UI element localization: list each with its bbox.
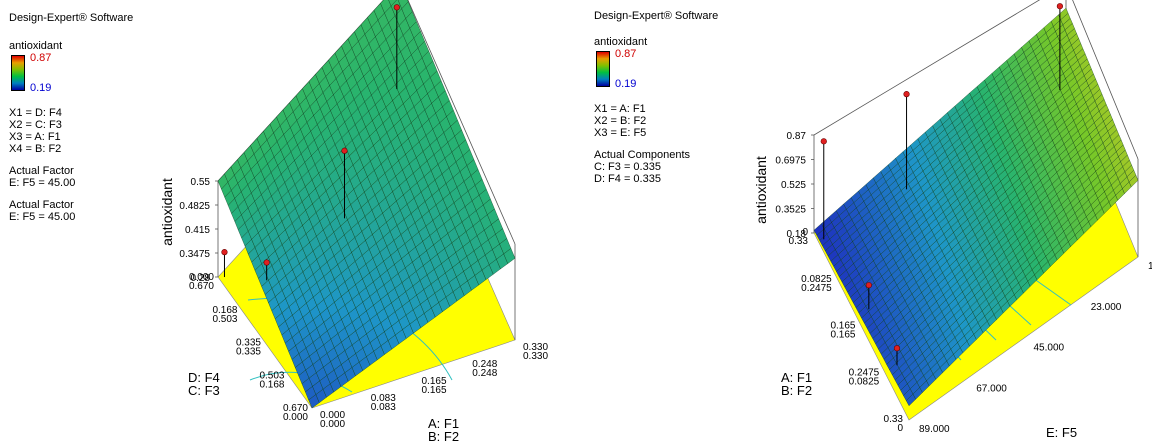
x-axis-label-top: A: F1 [781,370,812,385]
factor-line: X2 = B: F2 [594,115,647,127]
y-tick-label-bottom: 0.000 [283,412,308,423]
factor-line: X1 = D: F4 [9,107,62,119]
y-tick-label-top: 0.503 [259,370,284,381]
color-scale-bar: 0.87 0.19 [11,52,51,94]
y-axis-label-top: D: F4 [188,370,220,385]
x-tick-label-top: 0 [802,227,808,238]
y-tick-label-bottom: 0.335 [236,347,261,358]
response-name: antioxidant [594,36,648,48]
y-tick-label-top: 0.335 [236,338,261,349]
color-scale-min: 0.19 [615,78,637,90]
y-tick-label-top: 0.168 [212,305,237,316]
design-point [1056,3,1063,10]
z-tick-label: 0.3475 [179,249,210,260]
design-point [263,259,270,266]
x-tick-label-top: 0.330 [523,342,548,353]
x-tick-label-bottom: 0.165 [422,385,447,396]
design-point [393,4,400,11]
y-tick-label: 45.000 [1034,343,1065,354]
color-scale-bar: 0.87 0.19 [596,48,636,90]
design-point [865,282,872,289]
x-axis-label-bottom: B: F2 [781,383,812,398]
surface-cell [397,0,409,10]
x-tick-label-bottom: 0.2475 [801,283,832,294]
y-tick-label: 67.000 [976,383,1007,394]
factor-line: X2 = C: F3 [9,119,62,131]
z-tick-label: 0.28 [191,273,211,284]
x-tick-label-top: 0.248 [472,359,497,370]
right-chart-panel: Design-Expert® Software antioxidant 0.87… [576,0,1152,443]
surface-cell [380,0,392,14]
left-surface-plot: 0.55 0.4825 0.415 0.3475 0.28 antioxidant 0.33… [159,0,548,443]
box-edge [813,0,1139,160]
x-tick-label-bottom: 0.248 [472,368,497,379]
x-tick-label-top: 0.165 [422,376,447,387]
actual-component-value: D: F4 = 0.335 [594,173,661,185]
z-tick-label: 0.525 [781,180,806,191]
left-legend: Design-Expert® Software antioxidant 0.87… [9,12,133,223]
x-tick-label-bottom: 0.165 [830,330,855,341]
z-tick-label: 0.4825 [179,201,210,212]
y-tick-label-top: 0.670 [283,403,308,414]
x-tick-label-top: 0.083 [371,393,396,404]
z-tick-label: 0.18 [787,229,807,240]
z-axis-label: antioxidant [159,178,175,246]
design-point [341,147,348,154]
x-tick-label-top: 0.33 [884,414,904,425]
y-tick-label-bottom: 0.503 [212,314,237,325]
x-tick-label-top: 0.000 [320,410,345,421]
y-tick-label: 1.000 [1148,261,1152,272]
z-axis-label: antioxidant [753,156,769,224]
response-name: antioxidant [9,40,63,52]
software-title: Design-Expert® Software [9,12,134,24]
x-axis-label-bottom: B: F2 [428,429,459,443]
y-tick-label: 23.000 [1091,302,1122,313]
y-axis-label: E: F5 [1046,425,1077,440]
actual-factor-title: Actual Factor [9,165,74,177]
left-chart-panel: Design-Expert® Software antioxidant 0.87… [9,0,548,443]
z-tick-label: 0.6975 [775,156,806,167]
x-tick-label-bottom: 0.0825 [849,376,880,387]
z-tick-label: 0.415 [185,225,210,236]
actual-factor-title: Actual Factor [9,199,74,211]
software-title: Design-Expert® Software [594,10,719,22]
design-point [221,249,228,256]
actual-factor-value: E: F5 = 45.00 [9,177,76,189]
x-tick-label-bottom: 0.330 [523,351,548,362]
actual-components-title: Actual Components [594,149,690,161]
z-tick-label: 0.3525 [775,205,806,216]
y-tick-label: 89.000 [919,424,950,435]
factor-line: X3 = E: F5 [594,127,647,139]
factor-line: X3 = A: F1 [9,131,61,143]
color-scale-min: 0.19 [30,82,52,94]
actual-factor-value: E: F5 = 45.00 [9,211,76,223]
y-tick-label-bottom: 0.168 [259,379,284,390]
right-surface-plot: 0.87 0.6975 0.525 0.3525 0.18 antioxidant 0.33… [753,0,1152,440]
z-tick-label: 0.87 [787,131,807,142]
surface-cell [388,0,397,7]
x-axis-label-top: A: F1 [428,416,459,431]
x-tick-label-bottom: 0.000 [320,419,345,430]
x-tick-label-top: 0.2475 [849,367,880,378]
x-tick-label-bottom: 0 [897,423,903,434]
surface-cell [1058,7,1069,20]
x-tick-label-top: 0.165 [830,321,855,332]
design-point [903,91,910,98]
design-point [820,138,827,145]
actual-component-value: C: F3 = 0.335 [594,161,661,173]
x-tick-label-top: 0.0825 [801,274,832,285]
color-scale-max: 0.87 [615,48,637,60]
x-tick-label-bottom: 0.33 [789,236,809,247]
right-legend: Design-Expert® Software antioxidant 0.87… [594,10,718,185]
z-tick-label: 0.55 [191,177,211,188]
x-tick-label-bottom: 0.083 [371,402,396,413]
factor-line: X4 = B: F2 [9,143,62,155]
y-tick-label-bottom: 0.670 [189,281,214,292]
color-scale-max: 0.87 [30,52,52,64]
y-tick-label-top: 0.000 [189,272,214,283]
design-point [893,345,901,352]
y-axis-label-bottom: C: F3 [188,383,220,398]
factor-line: X1 = A: F1 [594,103,646,115]
